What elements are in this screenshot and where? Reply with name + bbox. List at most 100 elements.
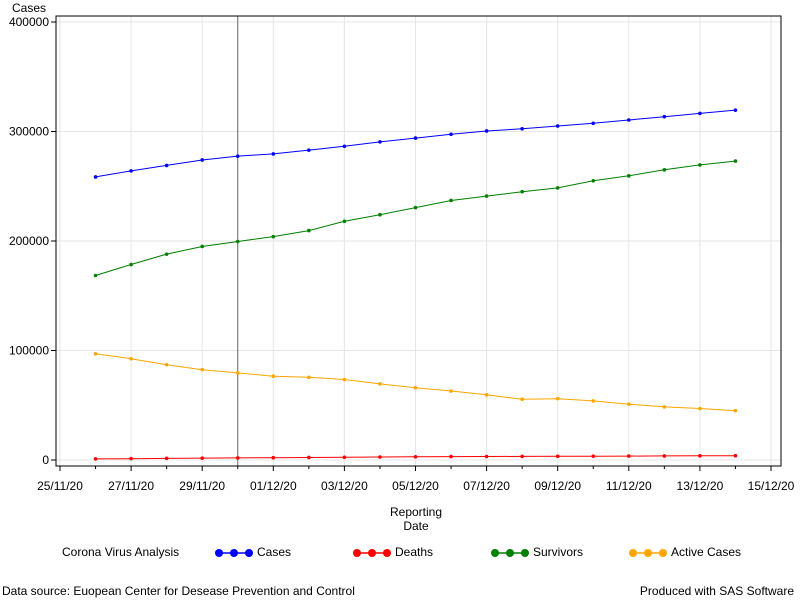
y-tick-label: 100000 — [9, 344, 49, 358]
x-tick-label: 05/12/20 — [392, 479, 439, 493]
data-point-survivors — [555, 186, 560, 190]
data-point-survivors — [413, 205, 418, 210]
data-point-cases — [555, 124, 560, 128]
data-point-deaths — [307, 455, 311, 460]
legend-marker — [521, 549, 529, 557]
data-point-survivors — [271, 234, 276, 239]
data-point-active-cases — [129, 356, 133, 361]
y-axis: 0 100000 200000 300000 400000 — [9, 15, 56, 467]
data-point-deaths — [342, 455, 347, 460]
data-point-survivors — [342, 219, 347, 224]
data-point-cases — [271, 152, 276, 156]
data-source-footnote: Data source: Euopean Center for Desease … — [2, 584, 355, 598]
data-point-cases — [520, 126, 524, 131]
data-point-survivors — [93, 273, 98, 278]
legend-swatch-active-cases — [629, 549, 667, 557]
data-point-deaths — [200, 456, 204, 460]
data-point-active-cases — [484, 393, 489, 397]
data-point-survivors — [484, 194, 489, 198]
data-point-active-cases — [200, 367, 204, 372]
data-point-cases — [698, 111, 702, 116]
data-point-deaths — [627, 454, 631, 458]
y-tick-label: 200000 — [9, 234, 49, 248]
data-point-deaths — [413, 455, 418, 459]
series-layer — [93, 108, 738, 461]
data-point-deaths — [555, 454, 560, 459]
data-point-active-cases — [93, 351, 98, 356]
legend-swatch-cases — [215, 549, 253, 557]
legend-marker — [491, 549, 499, 557]
legend-marker — [506, 549, 514, 557]
x-axis: 25/11/20 27/11/20 29/11/20 01/12/20 03/12/20… — [37, 466, 795, 493]
data-point-deaths — [93, 457, 98, 461]
data-point-active-cases — [271, 374, 276, 379]
data-point-active-cases — [733, 408, 738, 413]
legend-swatch-survivors — [491, 549, 529, 557]
data-point-survivors — [698, 163, 702, 167]
data-point-deaths — [271, 455, 276, 460]
x-tick-label: 01/12/20 — [250, 479, 297, 493]
data-point-survivors — [164, 252, 169, 256]
data-point-deaths — [484, 454, 489, 459]
legend-label: Survivors — [533, 545, 584, 559]
data-point-survivors — [129, 262, 133, 267]
data-point-survivors — [449, 198, 453, 203]
x-tick-label: 25/11/20 — [37, 479, 83, 493]
legend-marker — [230, 549, 238, 557]
data-point-cases — [129, 169, 133, 173]
data-point-deaths — [520, 454, 524, 459]
x-tick-label: 09/12/20 — [534, 479, 581, 493]
legend: Corona Virus Analysis Cases Deaths Survi… — [62, 545, 792, 561]
x-tick-label: 15/12/20 — [748, 479, 795, 493]
legend-swatch-deaths — [353, 549, 391, 557]
data-point-active-cases — [627, 402, 631, 406]
legend-label: Cases — [257, 545, 292, 559]
data-point-deaths — [235, 456, 240, 460]
data-point-cases — [449, 132, 453, 137]
x-tick-label: 11/12/20 — [606, 479, 652, 493]
legend-marker — [368, 549, 376, 557]
data-point-cases — [378, 140, 382, 144]
data-point-active-cases — [520, 397, 524, 402]
y-axis-title: Cases — [12, 1, 46, 15]
legend-marker — [383, 549, 391, 557]
data-point-cases — [235, 154, 240, 158]
data-point-cases — [342, 144, 347, 149]
legend-marker — [629, 549, 637, 557]
data-point-deaths — [129, 456, 133, 461]
series-deaths — [93, 453, 738, 461]
data-point-active-cases — [591, 399, 596, 403]
data-point-survivors — [235, 239, 240, 244]
data-point-deaths — [591, 454, 596, 458]
data-point-active-cases — [662, 405, 667, 409]
x-tick-label: 07/12/20 — [463, 479, 510, 493]
legend-label: Deaths — [395, 545, 434, 559]
data-point-deaths — [733, 453, 738, 458]
data-point-cases — [413, 136, 418, 140]
series-survivors — [93, 159, 738, 278]
x-tick-label: 29/11/20 — [179, 479, 225, 493]
data-point-active-cases — [164, 362, 169, 367]
data-point-survivors — [733, 159, 738, 163]
data-point-active-cases — [235, 371, 240, 375]
data-point-deaths — [662, 454, 667, 458]
data-point-cases — [627, 118, 631, 122]
data-point-cases — [733, 108, 738, 112]
data-point-deaths — [449, 454, 453, 459]
x-axis-title-line-2: Date — [403, 519, 429, 533]
data-point-cases — [307, 148, 311, 152]
grid-lines — [56, 16, 781, 466]
data-point-active-cases — [449, 389, 453, 393]
data-point-survivors — [520, 189, 524, 194]
data-point-cases — [200, 158, 204, 162]
legend-marker — [353, 549, 361, 557]
legend-marker — [644, 549, 652, 557]
produced-with-footnote: Produced with SAS Software — [639, 584, 794, 598]
data-point-active-cases — [378, 382, 382, 386]
data-point-active-cases — [307, 375, 311, 380]
data-point-survivors — [307, 228, 311, 233]
data-point-active-cases — [555, 396, 560, 401]
x-tick-label: 13/12/20 — [677, 479, 724, 493]
data-point-survivors — [662, 168, 667, 172]
data-point-active-cases — [698, 406, 702, 411]
